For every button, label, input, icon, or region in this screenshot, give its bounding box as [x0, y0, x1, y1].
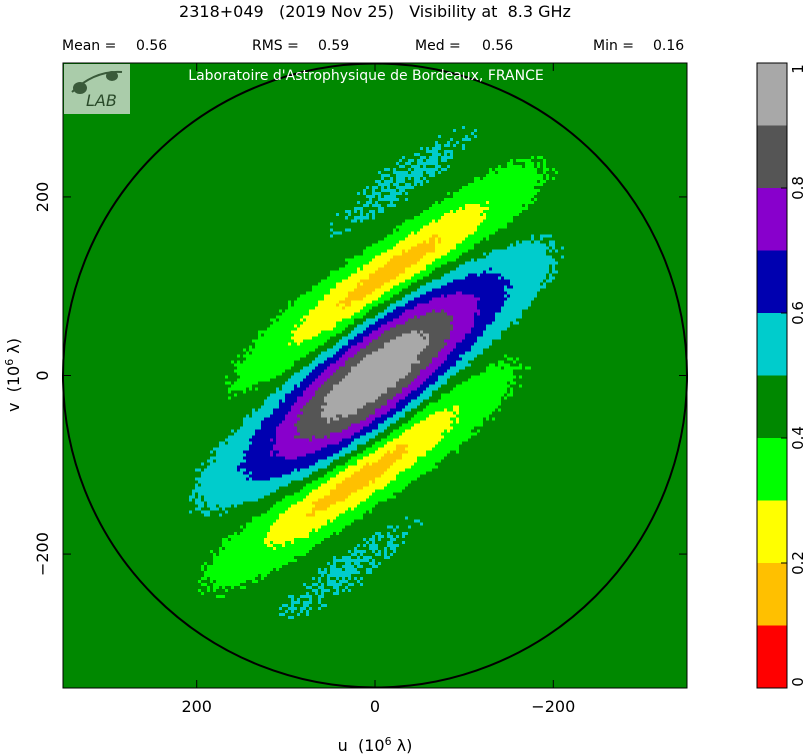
stat-rms-label: RMS = [252, 38, 299, 54]
y-axis-ticks: 200 0 −200 [33, 182, 687, 576]
x-tick-label: −200 [531, 697, 575, 716]
visibility-heatmap [63, 63, 687, 688]
chart-title: 2318+049 (2019 Nov 25) Visibility at 8.3… [179, 2, 571, 21]
colorbar-level [757, 63, 787, 126]
watermark-text: Laboratoire d'Astrophysique de Bordeaux,… [188, 68, 543, 84]
colorbar-frame [756, 62, 788, 689]
colorbar-level [757, 438, 787, 501]
stat-min-value: 0.16 [653, 38, 684, 54]
colorbar-tick-label: 0 [789, 677, 807, 687]
x-axis-ticks: 200 0 −200 [181, 63, 575, 716]
colorbar-level [757, 563, 787, 626]
y-tick-label: 0 [33, 370, 52, 380]
colorbar-tick-label: 0.6 [789, 301, 807, 325]
colorbar-tick-label: 0.4 [789, 426, 807, 450]
x-axis-label: u (106 λ) [338, 735, 413, 755]
colorbar-level [757, 625, 787, 688]
colorbar-tick-label: 0.8 [789, 176, 807, 200]
x-tick-label: 200 [181, 697, 212, 716]
colorbar-level [757, 375, 787, 438]
stat-mean-label: Mean = [62, 38, 116, 54]
lab-logo: LAB [64, 64, 130, 114]
stat-mean-value: 0.56 [136, 38, 167, 54]
stat-med-label: Med = [415, 38, 461, 54]
colorbar-level [757, 125, 787, 188]
y-tick-label: 200 [33, 182, 52, 213]
colorbar-level [757, 500, 787, 563]
stat-rms-value: 0.59 [318, 38, 349, 54]
stat-med-value: 0.56 [482, 38, 513, 54]
colorbar-ticks: 0 0.2 0.4 0.6 0.8 1 [781, 62, 807, 689]
x-tick-label: 0 [370, 697, 380, 716]
y-tick-label: −200 [33, 532, 52, 576]
colorbar-tick-label: 1 [789, 64, 807, 74]
colorbar-level [757, 313, 787, 376]
colorbar [757, 63, 787, 688]
colorbar-level [757, 250, 787, 313]
stats-row: Mean = 0.56 RMS = 0.59 Med = 0.56 Min = … [62, 38, 684, 54]
colorbar-tick-label: 0.2 [789, 551, 807, 575]
colorbar-level [757, 188, 787, 251]
y-axis-label: v (106 λ) [3, 338, 23, 412]
lab-logo-text: LAB [86, 91, 117, 110]
stat-min-label: Min = [593, 38, 634, 54]
heatmap-cells [63, 63, 687, 688]
